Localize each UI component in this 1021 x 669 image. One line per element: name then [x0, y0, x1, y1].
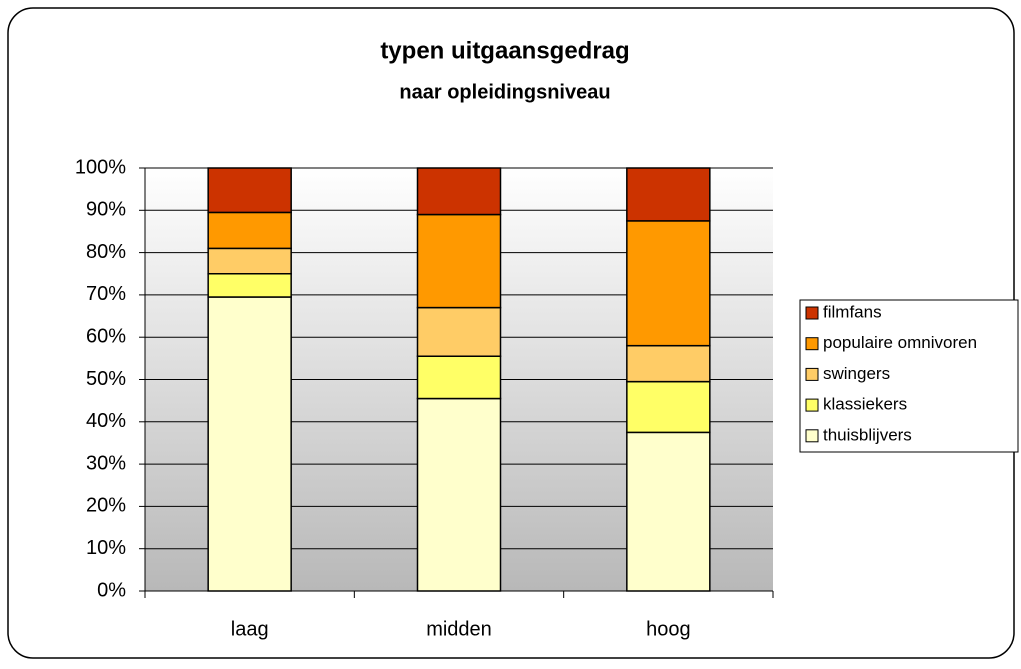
legend-swatch [805, 337, 819, 351]
y-tick-label: 90% [86, 199, 126, 221]
y-tick-label: 70% [86, 283, 126, 305]
bar-segment [207, 167, 292, 214]
bar-segment [207, 247, 292, 275]
bar-segment [416, 355, 502, 400]
chart-title: typen uitgaansgedrag [380, 37, 629, 64]
y-tick-label: 80% [86, 241, 126, 263]
legend-label: populaire omnivoren [823, 333, 977, 352]
bar-segment [207, 296, 292, 592]
legend-swatch [805, 306, 819, 320]
y-tick-label: 10% [86, 537, 126, 559]
x-tick-label: midden [426, 618, 492, 640]
legend-swatch [805, 429, 819, 443]
y-tick-label: 20% [86, 495, 126, 517]
y-tick-label: 30% [86, 452, 126, 474]
bar-segment [416, 213, 502, 309]
legend-label: filmfans [823, 302, 882, 321]
bar-segment [626, 167, 711, 222]
legend-label: thuisblijvers [823, 425, 912, 444]
legend-swatch [805, 367, 819, 381]
bar-segment [207, 211, 292, 250]
x-tick-label: laag [231, 618, 269, 640]
bar-segment [416, 167, 502, 216]
bar-segment [416, 397, 502, 592]
chart-subtitle: naar opleidingsniveau [399, 81, 610, 103]
legend-swatch [805, 398, 819, 412]
y-tick-label: 50% [86, 368, 126, 390]
y-tick-label: 40% [86, 410, 126, 432]
y-tick-label: 0% [97, 579, 126, 601]
legend [799, 299, 1019, 453]
x-tick-label: hoog [646, 618, 691, 640]
bar-segment [416, 306, 502, 357]
bar-segment [207, 273, 292, 298]
bar-segment [626, 431, 711, 592]
y-tick-label: 60% [86, 325, 126, 347]
bar-segment [626, 344, 711, 383]
bar-segment [626, 220, 711, 347]
legend-label: klassiekers [823, 395, 907, 414]
legend-label: swingers [823, 364, 890, 383]
y-tick-label: 100% [75, 156, 126, 178]
bar-segment [626, 380, 711, 434]
